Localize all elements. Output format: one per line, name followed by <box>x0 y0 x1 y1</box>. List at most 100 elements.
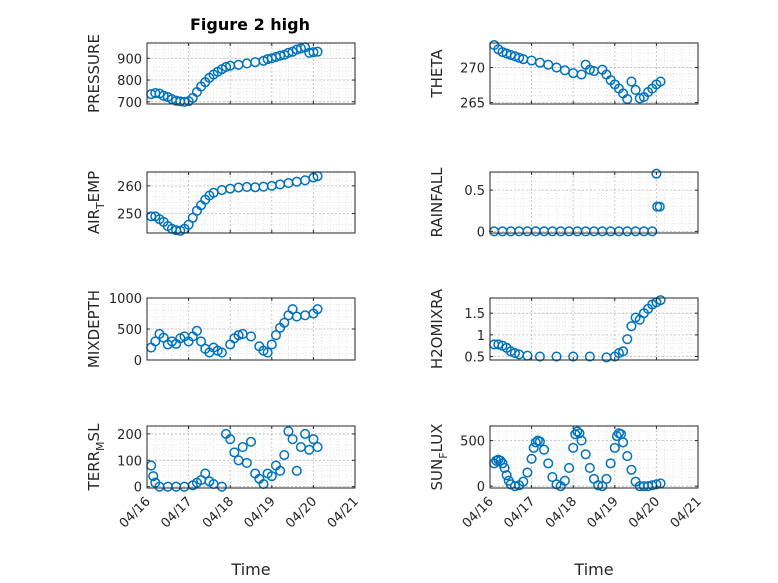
x-tick-label: 04/19 <box>585 494 622 531</box>
x-tick-label: 04/18 <box>200 494 237 531</box>
data-point <box>509 348 521 359</box>
data-point <box>518 476 529 487</box>
data-point <box>148 471 159 482</box>
y-tick-label: 700 <box>117 96 142 111</box>
y-tick-label: 800 <box>117 74 142 89</box>
data-point <box>200 468 211 479</box>
data-point <box>618 346 629 357</box>
x-tick-label: 04/21 <box>325 494 362 531</box>
axes-box <box>146 425 356 489</box>
axes-box <box>489 42 699 105</box>
axes-box <box>489 425 699 489</box>
data-point <box>605 458 616 469</box>
axes-box <box>489 171 699 234</box>
data-point <box>609 442 620 453</box>
y-tick-label: 270 <box>460 62 485 77</box>
x-tick-label: 04/16 <box>117 494 154 531</box>
data-point <box>308 47 319 58</box>
data-point <box>626 464 637 475</box>
data-point <box>618 437 629 448</box>
y-axis-label: THETA <box>428 49 446 99</box>
data-point <box>576 69 587 80</box>
data-point <box>501 470 512 481</box>
data-point <box>497 458 508 469</box>
y-axis-label: MIXDEPTH <box>85 290 103 368</box>
y-axis-label: H2OMIXRA <box>428 288 446 369</box>
data-point <box>514 52 525 63</box>
data-point <box>216 481 227 492</box>
subplot-grid: 700 800 900 PRESSURE 265 270 THETA 250 260 AIRTEM… <box>85 34 705 531</box>
data-point <box>570 429 581 440</box>
y-tick-label: 260 <box>117 180 142 195</box>
x-tick-label: 04/16 <box>460 494 497 531</box>
data-point <box>584 462 595 473</box>
data-point <box>543 458 554 469</box>
plot-area <box>147 172 355 233</box>
axes-box <box>146 171 356 234</box>
data-point <box>522 467 533 478</box>
data-point <box>499 462 510 473</box>
subplot-rainfall: 0 0.5 RAINFALL <box>428 167 699 240</box>
plot-area <box>490 43 698 104</box>
data-point <box>654 201 665 212</box>
data-point <box>530 437 541 448</box>
data-point <box>275 465 286 476</box>
data-point <box>622 451 633 462</box>
data-point <box>634 93 645 104</box>
data-point <box>245 436 257 447</box>
data-point <box>279 449 290 461</box>
y-tick-label: 500 <box>460 435 485 450</box>
y-tick-label: 500 <box>117 323 142 338</box>
y-tick-label: 250 <box>117 208 142 223</box>
subplot-air-temp: 250 260 AIRTEMP <box>85 171 356 236</box>
data-point <box>626 321 637 332</box>
data-point <box>308 434 319 445</box>
plot-area <box>490 172 698 233</box>
data-point <box>295 43 306 54</box>
data-point <box>495 455 506 466</box>
plot-area <box>147 426 355 488</box>
data-point <box>233 330 244 341</box>
data-point <box>300 428 311 439</box>
data-point <box>241 457 252 468</box>
data-point <box>539 444 550 455</box>
data-point <box>509 481 521 492</box>
y-tick-label: 200 <box>117 428 142 443</box>
subplot-pressure: 700 800 900 PRESSURE <box>85 34 356 113</box>
plot-area <box>490 298 698 360</box>
axes-box <box>489 297 699 361</box>
x-axis-label-left: Time <box>230 560 270 579</box>
data-point <box>551 351 562 362</box>
data-point <box>584 64 595 75</box>
plot-area <box>147 43 355 104</box>
subplot-h2omixra: 0.5 1 1.5 H2OMIXRA <box>428 288 699 369</box>
y-axis-label: SUNFLUX <box>428 424 450 491</box>
data-point <box>568 351 579 362</box>
data-point <box>270 330 282 341</box>
data-point <box>630 84 641 96</box>
x-tick-label: 04/17 <box>501 494 538 531</box>
subplot-mixdepth: 0 500 1000 MIXDEPTH <box>85 290 356 369</box>
y-tick-label: 0 <box>134 354 142 369</box>
x-tick-label: 04/20 <box>626 494 663 531</box>
y-tick-label: 0 <box>477 225 485 240</box>
axes-box <box>146 42 356 105</box>
x-tick-label: 04/17 <box>158 494 195 531</box>
subplot-terr-msl: 0 100 200 TERRMSL 04/16 04/17 04/18 04/19 04/20 0… <box>85 423 362 531</box>
data-point <box>150 336 161 347</box>
data-point <box>266 471 277 482</box>
y-tick-label: 1000 <box>109 292 142 307</box>
data-point <box>493 339 504 350</box>
data-point <box>237 442 248 453</box>
data-point <box>563 462 575 473</box>
data-point <box>559 475 570 486</box>
data-point <box>220 61 232 73</box>
data-point <box>547 472 558 483</box>
data-point <box>287 434 298 445</box>
data-point <box>196 336 207 347</box>
data-point <box>534 351 545 362</box>
data-point <box>568 442 579 453</box>
y-axis-label: AIRTEMP <box>85 171 107 234</box>
data-point <box>593 480 604 491</box>
data-point <box>229 447 240 458</box>
